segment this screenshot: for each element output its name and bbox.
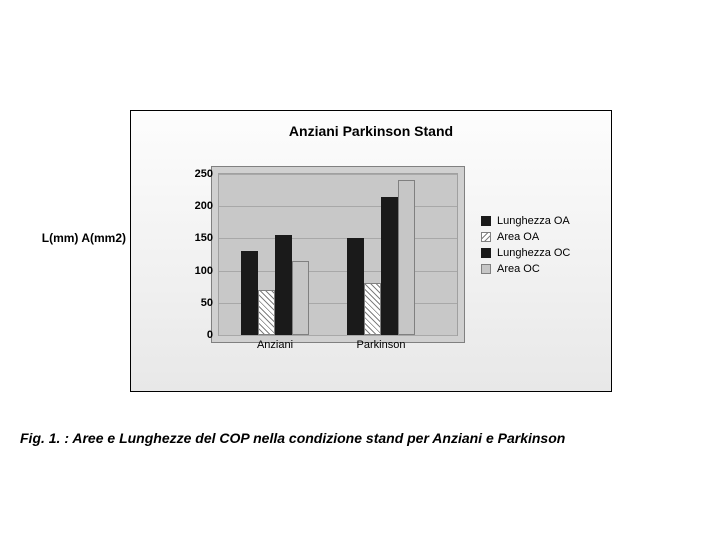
- legend-label: Lunghezza OC: [497, 247, 570, 259]
- chart-title: Anziani Parkinson Stand: [131, 123, 611, 139]
- bar: [258, 290, 275, 335]
- y-axis-label: L(mm) A(mm2): [36, 231, 126, 245]
- x-tick-label: Parkinson: [357, 339, 406, 351]
- legend-label: Area OA: [497, 231, 539, 243]
- legend-swatch: [481, 264, 491, 274]
- legend-swatch: [481, 216, 491, 226]
- legend-label: Area OC: [497, 263, 540, 275]
- legend-item: Lunghezza OA: [481, 215, 601, 227]
- y-tick-label: 200: [195, 200, 213, 212]
- legend-item: Area OC: [481, 263, 601, 275]
- gridline: [219, 174, 457, 175]
- bar: [347, 238, 364, 335]
- gridline: [219, 335, 457, 336]
- chart-panel: Anziani Parkinson Stand L(mm) A(mm2) 050…: [130, 110, 612, 392]
- bar: [241, 251, 258, 335]
- legend-item: Area OA: [481, 231, 601, 243]
- plot-area-outer: 050100150200250AnzianiParkinson: [211, 166, 465, 343]
- legend-label: Lunghezza OA: [497, 215, 570, 227]
- bar: [398, 180, 415, 335]
- y-tick-label: 50: [201, 297, 213, 309]
- legend-swatch: [481, 232, 491, 242]
- bar: [381, 197, 398, 335]
- legend: Lunghezza OA Area OA Lunghezza OC Area OC: [481, 211, 601, 279]
- y-tick-label: 150: [195, 232, 213, 244]
- bar: [364, 283, 381, 335]
- gridline: [219, 238, 457, 239]
- y-tick-label: 250: [195, 168, 213, 180]
- x-tick-label: Anziani: [257, 339, 293, 351]
- legend-swatch: [481, 248, 491, 258]
- figure-caption: Fig. 1. : Aree e Lunghezze del COP nella…: [20, 430, 565, 446]
- legend-item: Lunghezza OC: [481, 247, 601, 259]
- bar: [275, 235, 292, 335]
- gridline: [219, 206, 457, 207]
- plot-area: 050100150200250AnzianiParkinson: [218, 173, 458, 336]
- bar: [292, 261, 309, 335]
- y-tick-label: 100: [195, 265, 213, 277]
- y-tick-label: 0: [207, 329, 213, 341]
